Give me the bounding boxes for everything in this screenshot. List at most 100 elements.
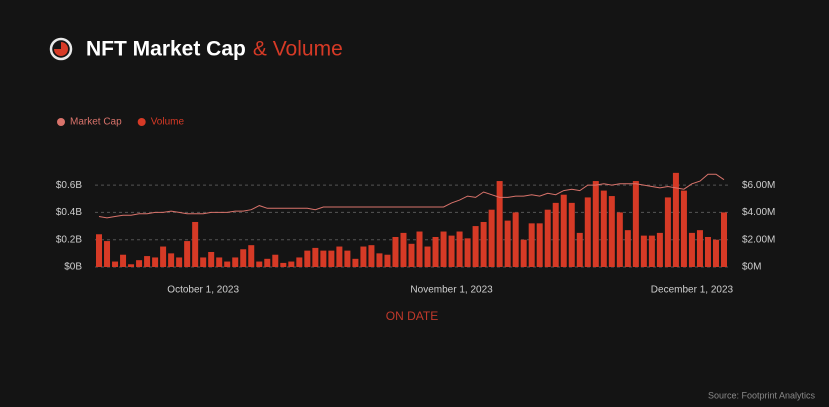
bar [376, 253, 383, 267]
bar [352, 258, 359, 267]
chart-title-suffix: & Volume [253, 38, 343, 61]
legend-swatch [57, 118, 65, 126]
bar [216, 257, 223, 267]
bar [152, 257, 159, 267]
bar [336, 246, 343, 267]
line [98, 173, 725, 219]
bar [232, 257, 239, 267]
bar [296, 257, 303, 267]
bar [264, 258, 271, 267]
y-tick-label: $0.6B [56, 180, 82, 191]
bar [432, 236, 439, 267]
bar [472, 226, 479, 267]
x-tick-label: October 1, 2023 [167, 285, 239, 296]
bar [600, 190, 607, 267]
bar [176, 257, 183, 267]
bar [544, 209, 551, 267]
bar [568, 202, 575, 267]
bar [656, 232, 663, 267]
bar [96, 234, 103, 267]
bar [552, 202, 559, 267]
bar [592, 181, 599, 267]
bar [344, 250, 351, 267]
bar [320, 250, 327, 267]
bar [440, 231, 447, 267]
bar [128, 264, 135, 267]
bar [456, 231, 463, 267]
bar [632, 181, 639, 267]
bar [688, 232, 695, 267]
bar [168, 253, 175, 267]
bar [528, 223, 535, 267]
bar [424, 246, 431, 267]
bar [120, 254, 127, 267]
bar [192, 221, 199, 267]
bar [136, 260, 143, 267]
bar [536, 223, 543, 267]
bar [496, 181, 503, 267]
bar [576, 232, 583, 267]
bar [680, 190, 687, 267]
bar [704, 236, 711, 267]
legend-label: Volume [151, 117, 185, 128]
bar [616, 212, 623, 267]
y-tick-label: $0B [64, 262, 82, 273]
bar [408, 243, 415, 267]
bar [664, 197, 671, 267]
bar [696, 230, 703, 267]
bar [608, 196, 615, 267]
bar [520, 239, 527, 267]
bar [208, 251, 215, 267]
bar [200, 257, 207, 267]
logo [49, 37, 73, 61]
bar [448, 235, 455, 267]
y2-tick-label: $2.00M [742, 234, 775, 245]
bar [312, 247, 319, 267]
bar [384, 254, 391, 267]
bar [584, 197, 591, 267]
bar [272, 254, 279, 267]
bar [672, 172, 679, 267]
bar [328, 250, 335, 267]
bar [464, 238, 471, 267]
bar [248, 245, 255, 267]
bar [488, 209, 495, 267]
bar [624, 230, 631, 267]
bar [504, 220, 511, 267]
bar [288, 261, 295, 267]
bar [392, 236, 399, 267]
y2-tick-label: $0M [742, 262, 761, 273]
bar [280, 262, 287, 267]
bar [560, 194, 567, 267]
bar [104, 241, 111, 267]
legend-label: Market Cap [70, 117, 122, 128]
bar [720, 212, 727, 267]
x-tick-label: November 1, 2023 [410, 285, 493, 296]
y2-tick-label: $4.00M [742, 207, 775, 218]
bar [368, 245, 375, 267]
bar [712, 239, 719, 267]
y-tick-label: $0.2B [56, 234, 82, 245]
bar [640, 235, 647, 267]
bar [304, 250, 311, 267]
bar [112, 261, 119, 267]
x-axis-label: ON DATE [386, 309, 438, 323]
bar [224, 261, 231, 267]
bar [184, 241, 191, 267]
bar [416, 231, 423, 267]
bar [256, 261, 263, 267]
bar [160, 246, 167, 267]
bar [360, 246, 367, 267]
y-tick-label: $0.4B [56, 207, 82, 218]
x-tick-label: December 1, 2023 [651, 285, 734, 296]
bar [240, 249, 247, 267]
legend-swatch [137, 118, 146, 126]
bar [144, 256, 151, 267]
chart-title: NFT Market Cap [86, 38, 246, 61]
bar [400, 232, 407, 267]
y2-tick-label: $6.00M [742, 180, 775, 191]
bar [648, 235, 655, 267]
bar [512, 212, 519, 267]
